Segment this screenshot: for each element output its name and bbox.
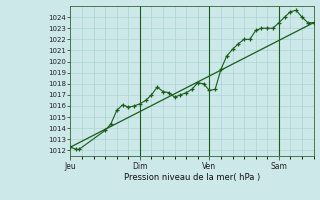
X-axis label: Pression niveau de la mer( hPa ): Pression niveau de la mer( hPa ) (124, 173, 260, 182)
